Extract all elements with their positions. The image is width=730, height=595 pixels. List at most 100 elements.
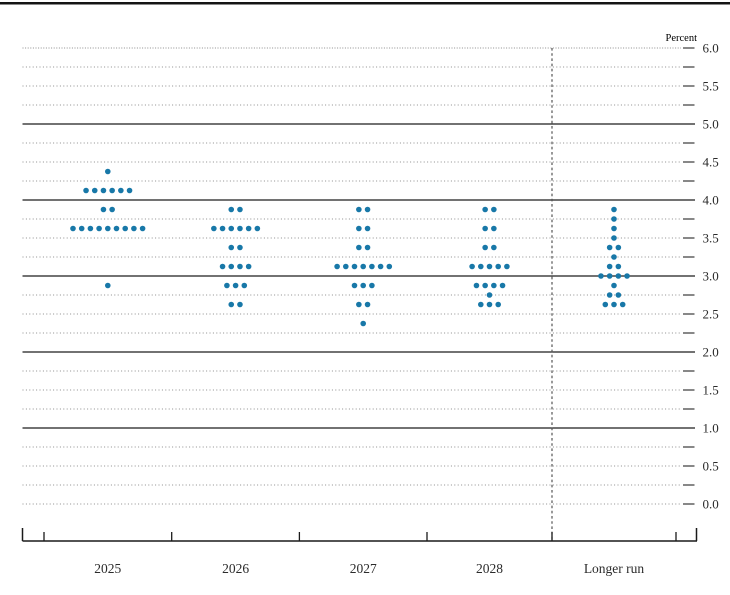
- dot: [499, 282, 506, 289]
- dot: [469, 263, 475, 270]
- dot: [100, 187, 107, 194]
- dot: [105, 225, 111, 232]
- dot: [237, 263, 243, 270]
- y-tick-label: 3.5: [703, 231, 719, 246]
- dot: [615, 292, 622, 298]
- dot: [228, 263, 235, 270]
- dot: [364, 225, 371, 232]
- dot: [70, 225, 76, 232]
- dot: [482, 225, 488, 232]
- dot: [351, 263, 358, 270]
- dot: [491, 282, 497, 289]
- y-tick-label: 6.0: [703, 41, 719, 56]
- dot: [369, 282, 375, 289]
- dot: [364, 206, 371, 213]
- dot: [495, 301, 502, 308]
- labels-group: 6.0 5.5 5.0 4.5 4.0 3.5 3.0 2.5 2.0 1.5 1.0 0.5 0.0 2…: [94, 41, 718, 577]
- dot: [113, 225, 120, 232]
- dot: [228, 301, 235, 308]
- dot: [360, 320, 367, 327]
- dot: [611, 225, 617, 232]
- dot: [491, 206, 497, 213]
- dot: [245, 225, 252, 232]
- dot: [254, 225, 261, 232]
- y-tick-label: 2.5: [703, 307, 719, 322]
- dot: [237, 206, 243, 213]
- percent-axis-label: Percent: [666, 33, 698, 44]
- dot: [486, 292, 493, 298]
- y-tick-label: 4.5: [703, 155, 719, 170]
- y-tick-label: 0.0: [703, 497, 719, 512]
- dot: [131, 225, 137, 232]
- x-category-label: 2026: [222, 561, 249, 576]
- dot: [482, 244, 488, 251]
- dot: [611, 235, 617, 241]
- dot: [237, 301, 243, 308]
- dot: [78, 225, 85, 232]
- dot: [611, 301, 617, 308]
- dot: [360, 282, 367, 289]
- dot: [615, 244, 622, 251]
- dot: [87, 225, 94, 232]
- dot: [486, 263, 493, 270]
- dot: [606, 244, 613, 251]
- dot: [611, 216, 617, 222]
- dot: [356, 225, 362, 232]
- dot: [491, 225, 497, 232]
- dot: [122, 225, 128, 232]
- dot: [105, 168, 111, 175]
- dot: [504, 263, 510, 270]
- dot: [478, 263, 484, 270]
- dot: [615, 263, 622, 270]
- dot: [232, 282, 239, 289]
- dot: [91, 187, 98, 194]
- dot: [486, 301, 493, 308]
- dot: [386, 263, 393, 270]
- x-category-label: 2027: [350, 561, 377, 576]
- dot: [482, 282, 488, 289]
- dot: [96, 225, 102, 232]
- dot: [615, 273, 622, 279]
- x-category-label: 2025: [94, 561, 121, 576]
- top-rule: [0, 2, 730, 5]
- dot: [619, 301, 626, 308]
- dot: [606, 273, 613, 279]
- dot: [606, 292, 613, 298]
- dot: [228, 225, 235, 232]
- x-category-label: 2028: [476, 561, 503, 576]
- dot: [624, 273, 630, 279]
- y-tick-label: 2.0: [703, 345, 719, 360]
- x-category-label: Longer run: [584, 561, 645, 576]
- gridlines-group: [22, 47, 695, 505]
- dot: [377, 263, 384, 270]
- dot: [364, 301, 371, 308]
- dot: [219, 225, 226, 232]
- dot: [237, 225, 243, 232]
- dot: [211, 225, 217, 232]
- dot: [369, 263, 375, 270]
- dot: [334, 263, 340, 270]
- dot: [602, 301, 609, 308]
- dot: [495, 263, 502, 270]
- dot: [356, 206, 362, 213]
- y-tick-label: 3.0: [703, 269, 719, 284]
- y-tick-label: 5.0: [703, 117, 719, 132]
- dot: [351, 282, 358, 289]
- dot: [109, 187, 115, 194]
- dot: [482, 206, 488, 213]
- dot: [478, 301, 484, 308]
- dot: [473, 282, 480, 289]
- dot: [109, 206, 115, 213]
- dot: [118, 187, 124, 194]
- dots-group: [70, 168, 630, 327]
- dot: [126, 187, 133, 194]
- dot: [356, 301, 362, 308]
- dot: [245, 263, 252, 270]
- dot: [491, 244, 497, 251]
- dot: [343, 263, 349, 270]
- dot: [356, 244, 362, 251]
- dot: [606, 263, 613, 270]
- dot: [228, 206, 235, 213]
- dot: [83, 187, 89, 194]
